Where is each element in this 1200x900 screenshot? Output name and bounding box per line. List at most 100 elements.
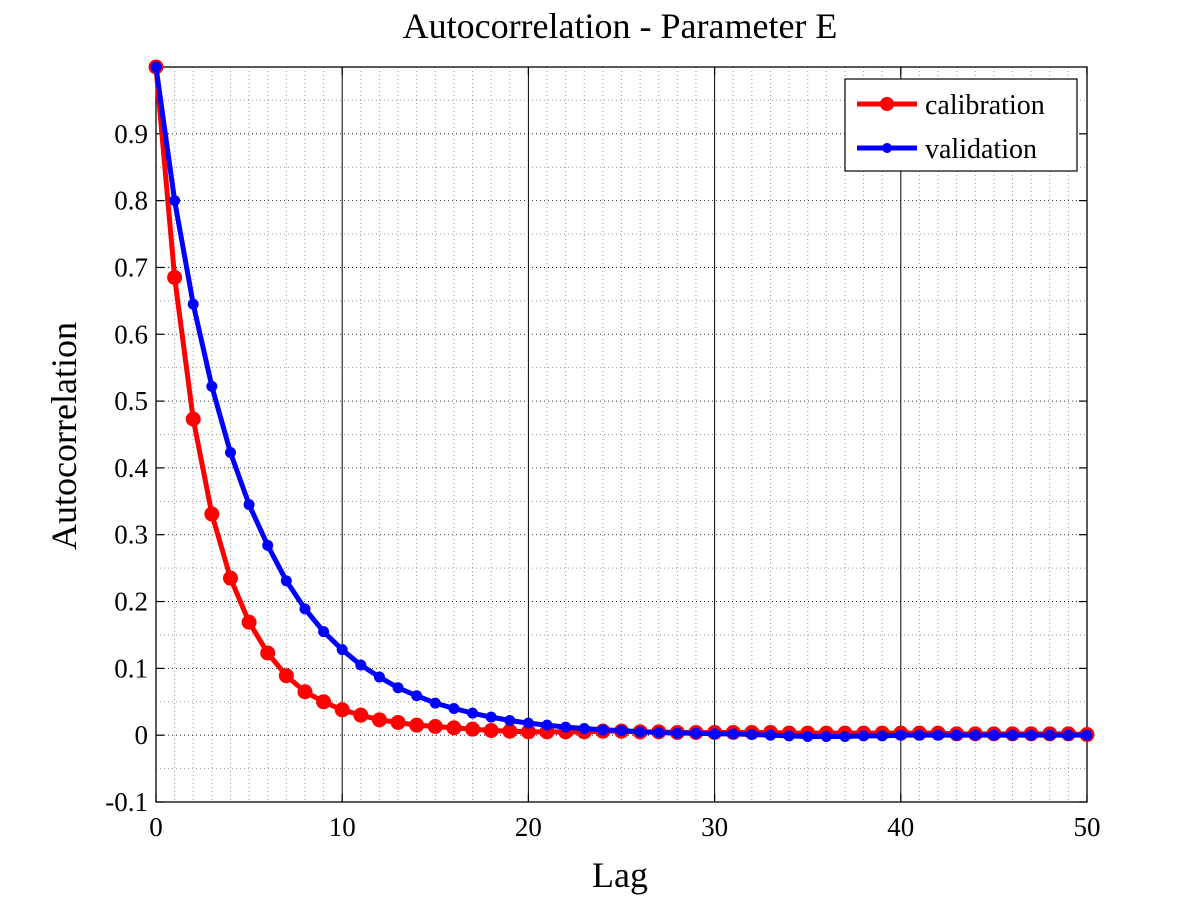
data-point-validation [1007, 729, 1019, 741]
x-tick-label: 0 [149, 812, 163, 842]
data-point-validation [876, 730, 888, 742]
data-point-calibration [502, 723, 518, 739]
y-tick-label: 0.7 [114, 252, 148, 282]
data-point-validation [448, 702, 460, 714]
data-point-calibration [278, 668, 294, 684]
data-point-validation [504, 714, 516, 726]
data-point-validation [392, 682, 404, 694]
data-point-validation [373, 671, 385, 683]
data-point-validation [578, 723, 590, 734]
data-point-validation [1081, 729, 1093, 741]
data-point-validation [429, 697, 441, 709]
chart-title: Autocorrelation - Parameter E [403, 6, 838, 46]
data-point-validation [169, 195, 181, 207]
x-tick-label: 50 [1074, 812, 1101, 842]
data-point-validation [262, 539, 274, 551]
data-point-validation [671, 727, 683, 739]
data-point-validation [1062, 729, 1074, 741]
x-tick-label: 10 [329, 812, 356, 842]
x-tick-label: 30 [701, 812, 728, 842]
legend-marker-validation [882, 143, 892, 153]
y-tick-label: 0 [135, 720, 149, 750]
data-point-calibration [465, 721, 481, 737]
data-point-calibration [353, 707, 369, 723]
data-point-validation [690, 727, 702, 739]
data-point-validation [150, 61, 162, 73]
legend-marker-calibration [880, 97, 894, 111]
y-tick-label: 0.6 [114, 319, 148, 349]
data-point-calibration [371, 712, 387, 728]
data-point-calibration [297, 684, 313, 700]
plot-frame [155, 66, 1088, 803]
x-tick-label: 40 [887, 812, 914, 842]
data-point-validation [895, 729, 907, 741]
data-point-validation [1044, 729, 1056, 741]
data-point-validation [913, 729, 925, 741]
y-tick-label: 0.4 [114, 453, 148, 483]
data-point-validation [299, 603, 311, 615]
data-point-validation [187, 298, 199, 310]
data-point-validation [597, 724, 609, 736]
y-tick-label: 0.5 [114, 386, 148, 416]
data-point-calibration [316, 694, 332, 710]
data-point-calibration [446, 720, 462, 736]
data-point-calibration [204, 506, 220, 522]
grid [155, 67, 1088, 803]
data-point-calibration [185, 411, 201, 427]
data-point-validation [541, 719, 553, 731]
data-point-validation [318, 626, 330, 638]
legend-box [844, 78, 1078, 172]
data-point-validation [839, 731, 851, 743]
legend-label-validation: validation [925, 134, 1037, 165]
data-point-validation [634, 726, 646, 738]
data-point-validation [727, 728, 739, 740]
data-point-calibration [390, 714, 406, 730]
data-point-validation [485, 711, 497, 723]
data-point-validation [820, 731, 832, 743]
series-validation [150, 61, 1093, 743]
y-tick-label: 0.8 [114, 186, 148, 216]
data-point-validation [1025, 729, 1037, 741]
data-point-validation [243, 499, 255, 511]
data-point-validation [709, 728, 721, 740]
data-point-calibration [260, 645, 276, 661]
data-point-validation [336, 644, 348, 656]
data-point-validation [653, 727, 665, 739]
y-axis-label: Autocorrelation [44, 322, 84, 550]
y-tick-label: -0.1 [105, 787, 148, 817]
data-point-calibration [483, 723, 499, 739]
data-point-validation [280, 575, 292, 587]
data-point-validation [951, 729, 963, 741]
data-point-calibration [167, 269, 183, 285]
y-tick-label: 0.9 [114, 119, 148, 149]
data-point-calibration [409, 717, 425, 733]
legend-label-calibration: calibration [925, 90, 1045, 121]
data-point-validation [224, 447, 236, 459]
data-point-validation [764, 729, 776, 741]
legend: calibration validation [844, 78, 1078, 172]
x-axis-label: Lag [592, 855, 648, 895]
x-tick-label: 20 [515, 812, 542, 842]
data-point-validation [560, 721, 572, 733]
data-point-validation [355, 659, 367, 671]
data-point-calibration [427, 718, 443, 734]
data-point-calibration [241, 614, 257, 630]
data-point-validation [858, 730, 870, 742]
data-point-validation [411, 690, 423, 702]
data-point-calibration [222, 570, 238, 586]
data-point-validation [206, 380, 218, 392]
y-tick-label: 0.2 [114, 587, 148, 617]
data-point-validation [616, 725, 627, 737]
y-tick-label: 0.1 [114, 653, 148, 683]
y-tick-label: 0.3 [114, 520, 148, 550]
data-point-validation [932, 729, 944, 741]
ticks: 0 10 20 30 40 50-0.100.10.20.30.40.50.60.70.8… [105, 67, 1101, 842]
data-point-validation [988, 729, 1000, 741]
data-point-validation [467, 707, 479, 719]
data-point-calibration [334, 702, 350, 718]
data-point-validation [783, 730, 795, 742]
plot-area: 0 10 20 30 40 50-0.100.10.20.30.40.50.60.70.8… [105, 59, 1101, 842]
data-point-validation [746, 729, 758, 741]
data-point-validation [969, 729, 981, 741]
